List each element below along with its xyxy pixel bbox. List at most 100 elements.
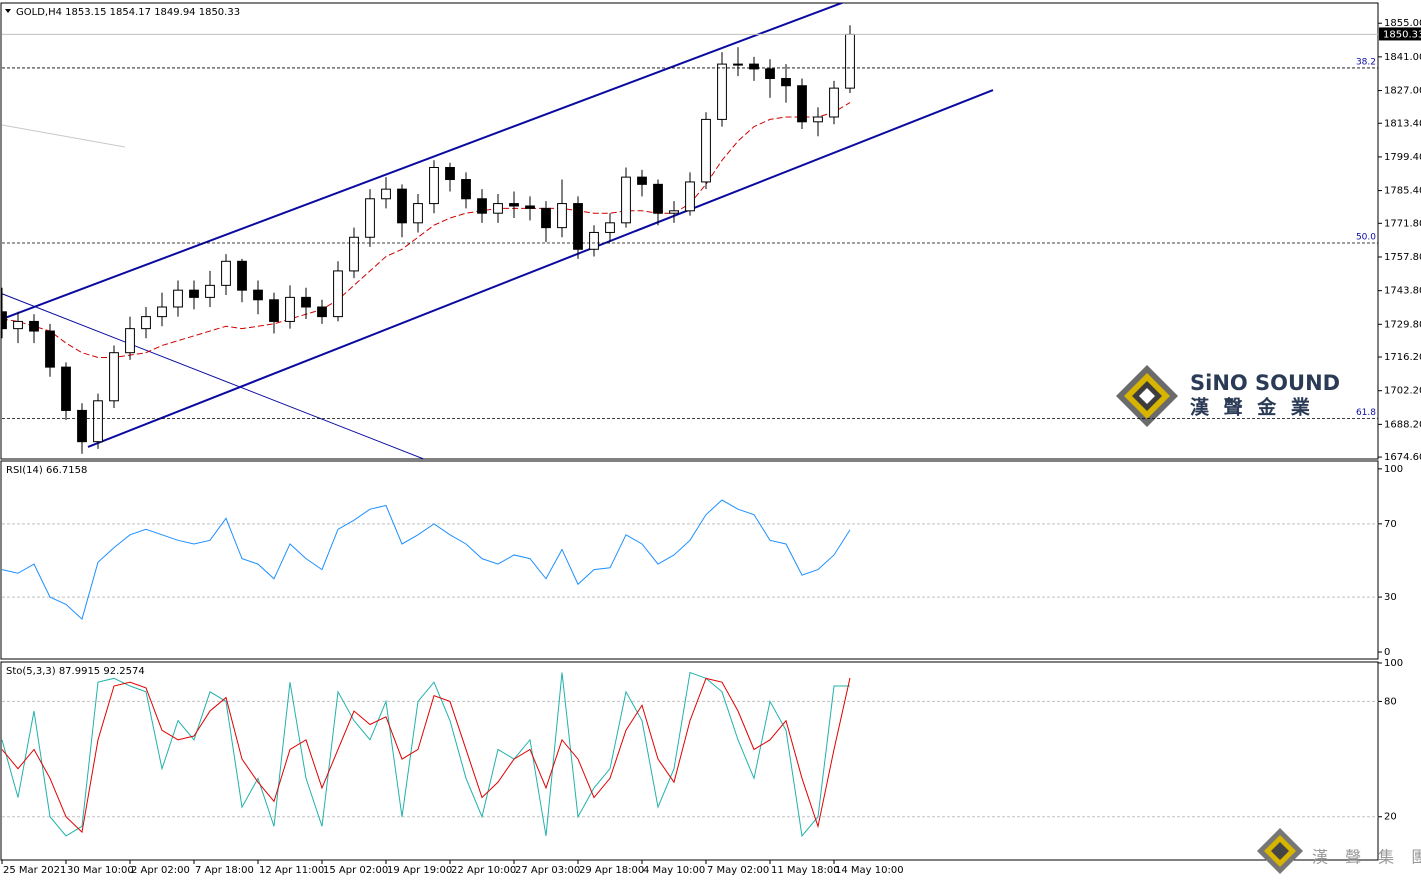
candle-body — [701, 118, 711, 183]
candle-body — [829, 87, 839, 118]
x-tick-label: 7 May 02:00 — [707, 865, 769, 876]
candle-body — [525, 205, 535, 209]
x-tick-label: 25 Mar 2021 — [3, 865, 66, 876]
candle-body — [381, 188, 391, 200]
y-tick-label: 1757.80 — [1384, 252, 1421, 263]
candle-body — [109, 352, 119, 402]
main-plot — [1, 3, 994, 459]
footer-logo-text: 漢 聲 集 團 — [1312, 848, 1421, 867]
fib-label: 61.8 — [1356, 408, 1376, 418]
x-tick-label: 2 Apr 02:00 — [131, 865, 190, 876]
candle-body — [317, 306, 327, 318]
x-tick-label: 7 Apr 18:00 — [195, 865, 254, 876]
aux-line — [1, 124, 126, 148]
x-tick-label: 14 May 10:00 — [835, 865, 904, 876]
y-tick-label: 1702.20 — [1384, 386, 1421, 397]
y-tick-label: 20 — [1384, 812, 1397, 823]
candle-body — [13, 320, 23, 330]
y-tick-label: 1716.20 — [1384, 352, 1421, 363]
candle-body — [77, 409, 87, 443]
candle-body — [333, 270, 343, 318]
x-tick-label: 19 Apr 19:00 — [387, 865, 452, 876]
candle-body — [237, 260, 247, 291]
y-tick-label: 100 — [1384, 658, 1403, 669]
y-tick-label: 1855.00 — [1384, 18, 1421, 29]
candle-body — [717, 63, 727, 120]
y-tick-label: 1785.40 — [1384, 186, 1421, 197]
menu-arrow — [5, 9, 11, 13]
watermark-logo — [1116, 365, 1178, 427]
candle-body — [301, 296, 311, 308]
candle-body — [669, 210, 679, 214]
candle-body — [813, 116, 823, 123]
y-tick-label: 1729.80 — [1384, 319, 1421, 330]
y-tick-label: 1688.20 — [1384, 419, 1421, 430]
indicator-line — [1, 499, 851, 620]
candle-body — [189, 289, 199, 298]
y-tick-label: 1771.80 — [1384, 218, 1421, 229]
fib-label: 38.2 — [1356, 57, 1376, 67]
chart-title: GOLD,H4 1853.15 1854.17 1849.94 1850.33 — [16, 7, 240, 18]
candle-body — [621, 176, 631, 224]
moving-average — [1, 102, 851, 359]
candle-body — [349, 236, 359, 272]
candle-body — [637, 176, 647, 185]
x-tick-label: 22 Apr 10:00 — [451, 865, 516, 876]
last-price-label: 1850.33 — [1383, 29, 1421, 40]
y-tick-label: 1827.00 — [1384, 86, 1421, 97]
candle-body — [477, 198, 487, 214]
candle-body — [845, 33, 855, 89]
x-tick-label: 12 Apr 11:00 — [259, 865, 324, 876]
indicator-line — [1, 677, 851, 834]
candle-body — [733, 63, 743, 66]
candle-body — [797, 85, 807, 123]
y-tick-label: 100 — [1384, 464, 1403, 475]
candle-body — [141, 316, 151, 330]
candle-body — [157, 306, 167, 318]
y-tick-label: 1674.60 — [1384, 452, 1421, 463]
x-tick-label: 29 Apr 18:00 — [579, 865, 644, 876]
x-tick-label: 30 Mar 10:00 — [67, 865, 134, 876]
indicator-line — [1, 671, 851, 838]
sto-panel — [0, 661, 1379, 861]
y-tick-label: 0 — [1384, 647, 1390, 658]
y-tick-label: 1799.40 — [1384, 152, 1421, 163]
candle-body — [445, 167, 455, 181]
candle-body — [45, 330, 55, 368]
candle-body — [93, 400, 103, 443]
candle-body — [397, 188, 407, 224]
watermark-brand: SiNO SOUND — [1190, 371, 1340, 395]
rsi-title: RSI(14) 66.7158 — [6, 465, 87, 476]
x-tick-label: 15 Apr 02:00 — [323, 865, 388, 876]
candle-body — [269, 299, 279, 322]
candle-body — [61, 366, 71, 411]
candle-body — [125, 328, 135, 354]
candle-body — [461, 179, 471, 200]
candle-body — [589, 231, 599, 250]
rsi-panel — [0, 460, 1379, 660]
trendline — [1, 293, 426, 459]
candle-body — [365, 198, 375, 238]
candle-body — [285, 296, 295, 322]
watermark-chinese: 漢 聲 金 業 — [1190, 396, 1314, 419]
candle-body — [1, 311, 7, 330]
candle-body — [205, 284, 215, 298]
candle-body — [413, 203, 423, 224]
y-tick-label: 1841.00 — [1384, 52, 1421, 63]
candle-body — [765, 68, 775, 80]
candle-body — [653, 183, 663, 214]
fib-label: 50.0 — [1356, 233, 1376, 243]
trendline — [1, 3, 845, 320]
candle-body — [685, 181, 695, 212]
y-tick-label: 1743.80 — [1384, 286, 1421, 297]
candle-body — [29, 320, 39, 332]
last-price-box — [1379, 27, 1421, 41]
x-tick-label: 4 May 10:00 — [643, 865, 705, 876]
y-tick-label: 1813.40 — [1384, 118, 1421, 129]
candle-body — [221, 260, 231, 286]
candle-body — [749, 63, 759, 70]
candle-body — [493, 203, 503, 214]
candle-body — [573, 203, 583, 250]
